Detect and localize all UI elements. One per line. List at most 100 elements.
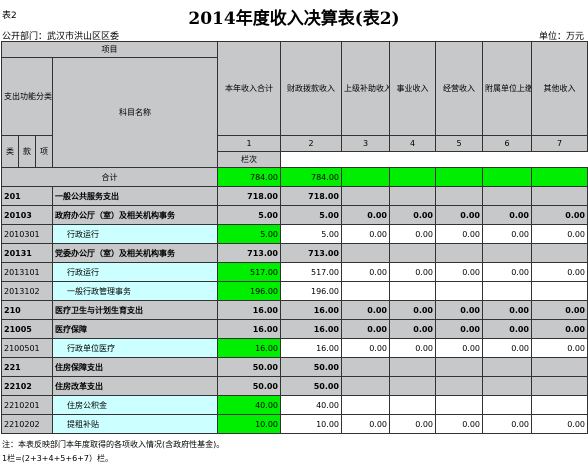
total-header: 本年收入合计: [217, 41, 281, 136]
income-table: 项目 本年收入合计 财政拨款收入 上级补助收入 事业收入 经营收入 附属单位上缴…: [1, 41, 588, 434]
value-cell: [531, 376, 588, 396]
header-row-top: 项目 本年收入合计 财政拨款收入 上级补助收入 事业收入 经营收入 附属单位上缴…: [1, 41, 588, 136]
col-number: 2: [280, 135, 342, 152]
func-code-cell: 221: [1, 357, 53, 377]
value-cell: [389, 395, 436, 415]
fiscal-header: 财政拨款收入: [280, 41, 342, 136]
subject-name-cell: 一般行政管理事务: [52, 281, 218, 301]
superior-header: 上级补助收入: [341, 41, 390, 136]
value-cell: 5.00: [280, 205, 342, 225]
value-cell: 50.00: [280, 376, 342, 396]
subject-name-cell: 住房改革支出: [52, 376, 218, 396]
subject-name-cell: 住房公积金: [52, 395, 218, 415]
value-cell: 5.00: [280, 224, 342, 244]
value-cell: 0.00: [435, 300, 483, 320]
value-cell: [389, 376, 436, 396]
other-header: 其他收入: [531, 41, 588, 136]
func-code-cell: 20131: [1, 243, 53, 263]
value-cell: [435, 243, 483, 263]
value-cell: 16.00: [217, 300, 281, 320]
value-cell: 0.00: [435, 319, 483, 339]
value-cell: 196.00: [280, 281, 342, 301]
value-cell: [482, 395, 532, 415]
table-row: 210 医疗卫生与计划生育支出 16.00 16.00 0.00 0.00 0.00 0.00…: [1, 300, 588, 320]
total-value-cell: 784.00: [280, 167, 342, 187]
value-cell: 16.00: [217, 319, 281, 339]
unit-label: 单位：万元: [538, 32, 584, 42]
value-cell: 0.00: [389, 300, 436, 320]
value-cell: [389, 281, 436, 301]
value-cell: 718.00: [217, 186, 281, 206]
value-cell: 0.00: [482, 300, 532, 320]
item-header: 项目: [1, 41, 218, 58]
value-cell: [482, 186, 532, 206]
value-cell: 16.00: [280, 338, 342, 358]
total-value-cell: [435, 167, 483, 187]
subject-name-cell: 一般公共服务支出: [52, 186, 218, 206]
value-cell: 0.00: [435, 338, 483, 358]
table-row: 2010301 行政运行 5.00 5.00 0.00 0.00 0.00 0.00 0.00: [1, 224, 588, 244]
table-row: 2013101 行政运行 517.00 517.00 0.00 0.00 0.00 0.00 0…: [1, 262, 588, 282]
value-cell: 0.00: [531, 414, 588, 434]
value-cell: [389, 243, 436, 263]
value-cell: [482, 357, 532, 377]
value-cell: [341, 186, 390, 206]
col-number: 6: [482, 135, 532, 152]
value-cell: [531, 243, 588, 263]
total-value-cell: 784.00: [217, 167, 281, 187]
subject-name-cell: 住房保障支出: [52, 357, 218, 377]
value-cell: 0.00: [389, 224, 436, 244]
value-cell: 0.00: [341, 414, 390, 434]
value-cell: 40.00: [217, 395, 281, 415]
subject-name-cell: 行政运行: [52, 262, 218, 282]
col-number: 3: [341, 135, 390, 152]
table-row: 22102 住房改革支出 50.00 50.00: [1, 376, 588, 396]
value-cell: 0.00: [531, 224, 588, 244]
func-code-cell: 20103: [1, 205, 53, 225]
value-cell: 713.00: [217, 243, 281, 263]
value-cell: 0.00: [389, 414, 436, 434]
value-cell: 0.00: [531, 300, 588, 320]
func-code-cell: 2013101: [1, 262, 53, 282]
subject-name-cell: 提租补贴: [52, 414, 218, 434]
value-cell: 713.00: [280, 243, 342, 263]
value-cell: [341, 281, 390, 301]
value-cell: 0.00: [341, 224, 390, 244]
value-cell: 40.00: [280, 395, 342, 415]
value-cell: 5.00: [217, 224, 281, 244]
value-cell: 0.00: [341, 300, 390, 320]
value-cell: 0.00: [482, 262, 532, 282]
value-cell: 0.00: [435, 224, 483, 244]
total-value-cell: [482, 167, 532, 187]
func-code-cell: 2210202: [1, 414, 53, 434]
xiang-header: 项: [35, 135, 53, 168]
kuan-header: 款: [18, 135, 36, 168]
value-cell: 16.00: [280, 319, 342, 339]
func-code-cell: 2010301: [1, 224, 53, 244]
value-cell: 0.00: [389, 205, 436, 225]
value-cell: [435, 357, 483, 377]
value-cell: 718.00: [280, 186, 342, 206]
value-cell: 0.00: [531, 262, 588, 282]
value-cell: 0.00: [435, 262, 483, 282]
total-value-cell: [341, 167, 390, 187]
total-value-cell: [531, 167, 588, 187]
value-cell: [341, 395, 390, 415]
value-cell: [531, 186, 588, 206]
totals-label: 合计: [1, 167, 218, 187]
func-code-cell: 22102: [1, 376, 53, 396]
value-cell: [435, 186, 483, 206]
value-cell: [341, 243, 390, 263]
value-cell: 5.00: [217, 205, 281, 225]
value-cell: [435, 376, 483, 396]
value-cell: [435, 281, 483, 301]
note-line: 1栏=(2+3+4+5+6+7）栏。: [2, 454, 113, 463]
subject-name-header: 科目名称: [52, 57, 218, 168]
value-cell: 0.00: [531, 319, 588, 339]
value-cell: 0.00: [482, 224, 532, 244]
department-label: 公开部门：武汉市洪山区区委: [2, 32, 120, 42]
operating-header: 经营收入: [435, 41, 483, 136]
value-cell: 0.00: [531, 338, 588, 358]
col-number: 7: [531, 135, 588, 152]
col-number: 4: [389, 135, 436, 152]
